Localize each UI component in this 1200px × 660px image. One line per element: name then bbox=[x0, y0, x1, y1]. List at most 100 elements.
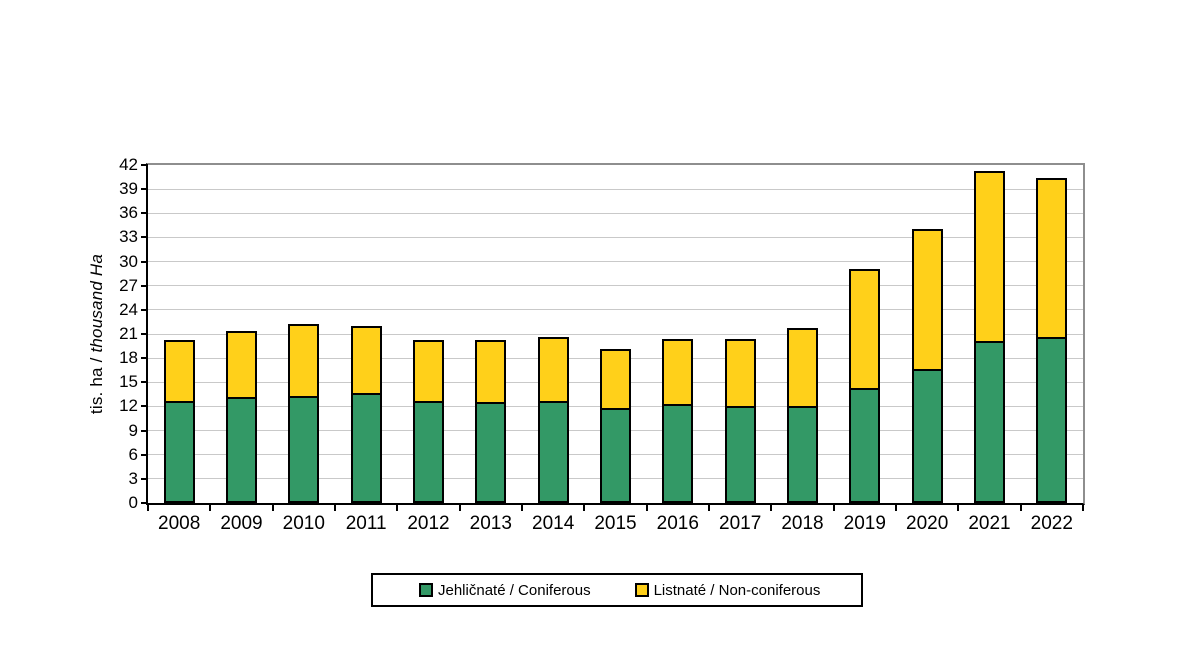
x-tick-mark bbox=[396, 505, 399, 511]
stacked-bar-2019 bbox=[849, 268, 881, 503]
bar-segment-non-coniferous-2018 bbox=[789, 330, 816, 408]
x-tick-label-2014: 2014 bbox=[532, 513, 575, 534]
bar-segment-coniferous-2014 bbox=[539, 402, 567, 501]
stacked-bar-2009 bbox=[226, 330, 257, 503]
x-tick-mark bbox=[334, 505, 336, 511]
bar-segment-coniferous-2022 bbox=[1038, 339, 1066, 501]
stacked-bar-2012 bbox=[413, 339, 444, 503]
bar-segment-non-coniferous-2012 bbox=[415, 341, 442, 403]
stacked-bar-2014 bbox=[537, 337, 569, 503]
legend: Jehličnaté / Coniferous Listnaté / Non-c… bbox=[371, 573, 863, 607]
y-tick-mark bbox=[141, 308, 148, 311]
y-tick-mark bbox=[141, 212, 148, 215]
x-tick-label-2019: 2019 bbox=[843, 513, 886, 534]
y-tick-mark bbox=[141, 236, 148, 239]
bar-segment-non-coniferous-2013 bbox=[477, 341, 505, 404]
y-tick-mark bbox=[141, 164, 148, 166]
y-tick-mark bbox=[141, 502, 148, 504]
bar-segment-non-coniferous-2016 bbox=[664, 340, 692, 407]
bar-segment-non-coniferous-2021 bbox=[976, 172, 1003, 344]
bar-segment-coniferous-2010 bbox=[290, 397, 318, 501]
bar-segment-coniferous-2009 bbox=[228, 398, 255, 501]
legend-label-non-coniferous: Listnaté / Non-coniferous bbox=[653, 581, 821, 599]
y-tick-label: 33 bbox=[119, 227, 138, 247]
y-tick-label: 30 bbox=[119, 251, 138, 271]
x-tick-mark bbox=[271, 505, 274, 511]
non-coniferous-swatch-icon bbox=[634, 583, 649, 597]
y-tick-mark bbox=[141, 357, 148, 360]
y-tick-mark bbox=[141, 453, 148, 456]
stacked-bar-2010 bbox=[288, 323, 320, 503]
y-tick-label: 12 bbox=[119, 396, 138, 416]
y-tick-label: 0 bbox=[128, 493, 138, 512]
gridline bbox=[148, 236, 1083, 238]
stacked-bar-2016 bbox=[662, 338, 694, 503]
gridline bbox=[148, 309, 1083, 311]
y-tick-mark bbox=[141, 333, 148, 335]
gridline bbox=[148, 333, 1083, 335]
x-tick-mark bbox=[708, 505, 710, 511]
x-tick-mark bbox=[957, 505, 960, 511]
x-tick-label-2008: 2008 bbox=[158, 513, 201, 534]
stacked-bar-2022 bbox=[1036, 177, 1068, 503]
bar-segment-coniferous-2017 bbox=[726, 408, 754, 501]
x-tick-mark bbox=[832, 505, 835, 511]
y-tick-label: 42 bbox=[119, 155, 138, 174]
x-tick-label-2012: 2012 bbox=[407, 513, 450, 534]
bar-segment-coniferous-2018 bbox=[789, 407, 816, 501]
x-tick-label-2018: 2018 bbox=[781, 513, 824, 534]
y-tick-mark bbox=[141, 429, 148, 432]
bar-segment-non-coniferous-2014 bbox=[539, 339, 567, 403]
x-tick-label-2020: 2020 bbox=[906, 513, 949, 534]
y-tick-label: 9 bbox=[128, 420, 138, 440]
coniferous-swatch-icon bbox=[419, 583, 433, 597]
gridline bbox=[148, 212, 1083, 214]
y-tick-label: 3 bbox=[128, 468, 138, 488]
legend-item-coniferous: Jehličnaté / Coniferous bbox=[419, 582, 591, 599]
x-tick-mark bbox=[770, 505, 773, 511]
bar-segment-coniferous-2019 bbox=[851, 389, 879, 501]
bar-segment-coniferous-2011 bbox=[352, 394, 380, 501]
bar-segment-non-coniferous-2019 bbox=[851, 270, 879, 390]
y-tick-label: 21 bbox=[119, 324, 138, 343]
stacked-bar-2013 bbox=[475, 339, 507, 503]
x-tick-mark bbox=[521, 505, 523, 511]
bar-segment-non-coniferous-2015 bbox=[602, 351, 629, 411]
x-tick-mark bbox=[645, 505, 648, 511]
y-tick-mark bbox=[141, 284, 148, 287]
stacked-bar-2020 bbox=[911, 228, 943, 503]
x-tick-label-2015: 2015 bbox=[594, 513, 637, 534]
stacked-bar-2015 bbox=[600, 349, 631, 503]
bar-segment-non-coniferous-2010 bbox=[290, 325, 318, 398]
bar-segment-coniferous-2021 bbox=[976, 343, 1003, 501]
bar-segment-non-coniferous-2022 bbox=[1038, 179, 1066, 340]
y-tick-mark bbox=[141, 477, 148, 480]
legend-label-coniferous: Jehličnaté / Coniferous bbox=[438, 581, 591, 599]
stacked-bar-2021 bbox=[974, 170, 1005, 503]
bar-segment-coniferous-2013 bbox=[477, 403, 505, 501]
bar-segment-coniferous-2016 bbox=[664, 406, 692, 501]
gridline bbox=[148, 285, 1083, 287]
gridline bbox=[148, 188, 1083, 190]
x-tick-mark bbox=[458, 505, 461, 511]
x-tick-mark bbox=[583, 505, 586, 511]
y-tick-mark bbox=[141, 188, 148, 191]
bar-segment-coniferous-2008 bbox=[165, 402, 193, 501]
bar-segment-non-coniferous-2011 bbox=[352, 327, 380, 395]
y-tick-label: 39 bbox=[119, 179, 138, 199]
stacked-bar-2017 bbox=[724, 338, 756, 503]
x-tick-mark bbox=[895, 505, 897, 511]
stacked-bar-2008 bbox=[163, 339, 195, 503]
bar-segment-non-coniferous-2008 bbox=[165, 341, 193, 403]
plot-area bbox=[146, 163, 1085, 505]
y-tick-label: 24 bbox=[119, 299, 138, 319]
x-tick-mark bbox=[1019, 505, 1022, 511]
bar-segment-coniferous-2012 bbox=[415, 402, 442, 501]
y-tick-mark bbox=[141, 260, 148, 263]
y-tick-label: 6 bbox=[128, 444, 138, 464]
x-tick-mark bbox=[147, 505, 149, 511]
stacked-bar-2011 bbox=[350, 325, 382, 503]
bar-segment-coniferous-2020 bbox=[913, 370, 941, 501]
bar-segment-non-coniferous-2009 bbox=[228, 332, 255, 399]
x-tick-label-2009: 2009 bbox=[220, 513, 263, 534]
